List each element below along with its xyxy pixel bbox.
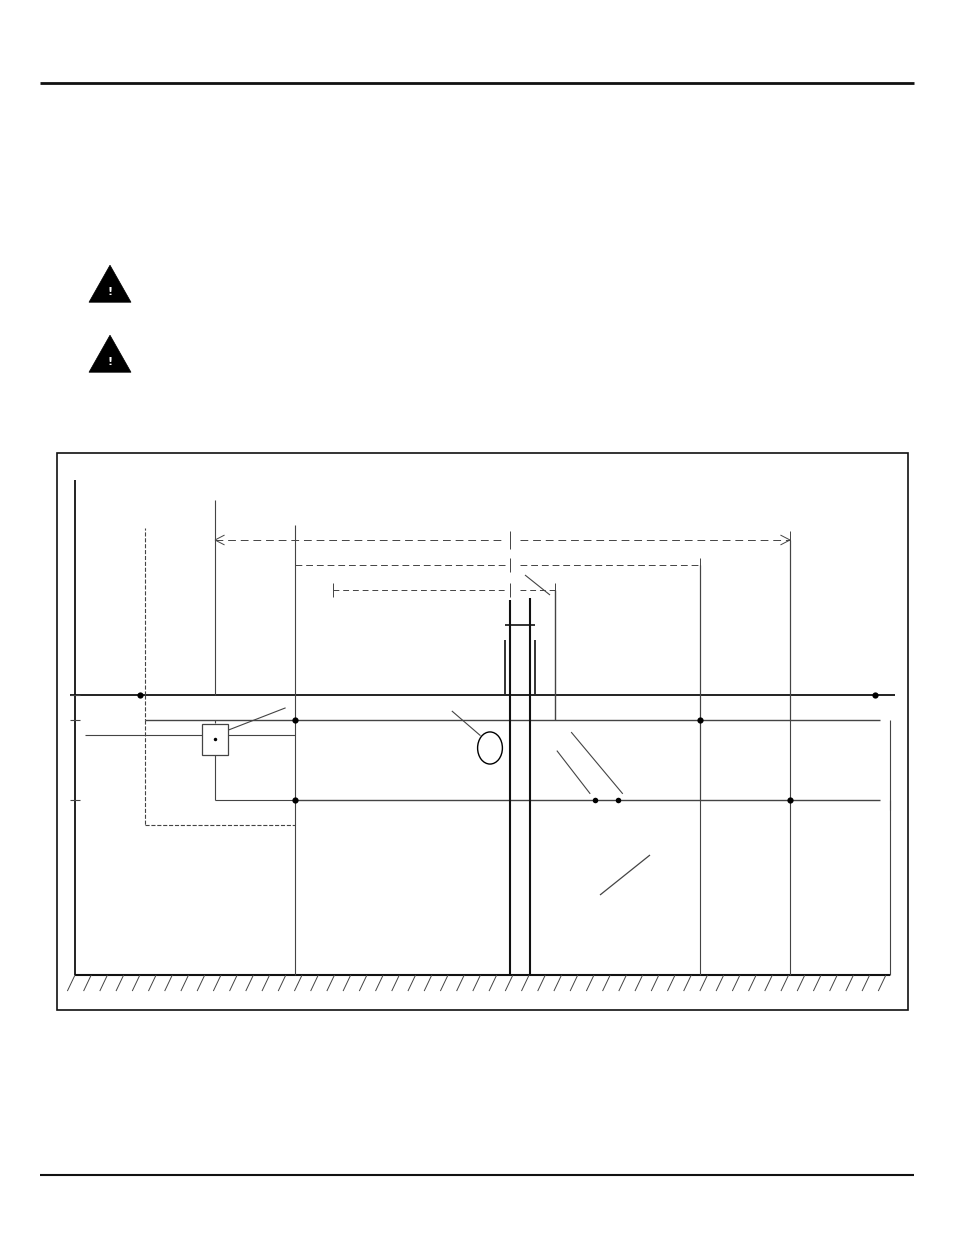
Text: !: ! <box>108 287 112 296</box>
Text: !: ! <box>108 357 112 367</box>
Bar <box>57 453 907 1010</box>
Bar <box>201 724 228 755</box>
Polygon shape <box>89 266 131 303</box>
Polygon shape <box>89 335 131 372</box>
